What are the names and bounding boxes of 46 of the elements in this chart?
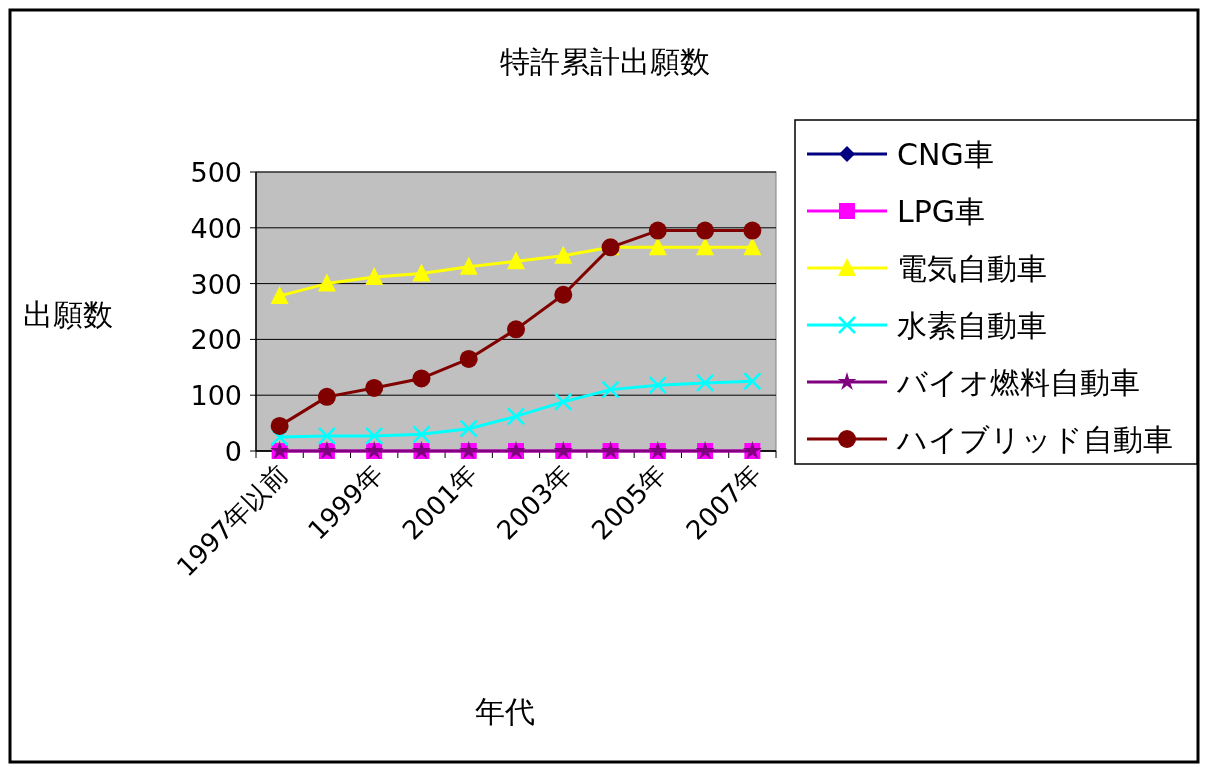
y-tick-label: 0 <box>224 436 242 467</box>
point <box>412 263 431 282</box>
point <box>743 372 762 391</box>
chart-title: 特許累計出願数 <box>500 44 710 79</box>
y-tick-label: 400 <box>190 212 242 244</box>
point <box>270 416 289 435</box>
point <box>412 369 431 388</box>
point <box>507 320 525 339</box>
legend-label: 水素自動車 <box>897 308 1047 343</box>
point <box>743 237 762 256</box>
point <box>459 256 478 275</box>
point <box>317 273 336 292</box>
point <box>554 285 573 304</box>
point <box>365 266 384 285</box>
legend-label: CNG車 <box>897 137 994 172</box>
point <box>696 221 715 240</box>
y-tick-label: 500 <box>190 157 242 188</box>
point <box>364 426 384 446</box>
legend-label: バイオ燃料自動車 <box>896 365 1140 400</box>
point <box>507 251 525 270</box>
point <box>270 427 289 447</box>
point <box>270 285 289 304</box>
point <box>412 425 431 444</box>
point <box>506 407 526 426</box>
point <box>317 426 337 446</box>
point <box>695 373 715 393</box>
point <box>648 221 667 240</box>
point <box>554 392 573 412</box>
point <box>459 349 478 368</box>
x-axis-title: 年代 <box>475 694 535 729</box>
point <box>459 419 478 438</box>
point <box>648 237 667 256</box>
y-tick-label: 100 <box>190 380 242 412</box>
y-tick-label: 300 <box>190 268 242 300</box>
point <box>743 221 762 240</box>
legend-label: ハイブリッド自動車 <box>896 422 1173 457</box>
y-tick-label: 200 <box>190 324 242 356</box>
point <box>696 237 715 256</box>
point <box>365 378 384 397</box>
point <box>554 245 573 264</box>
legend-label: LPG車 <box>897 194 986 229</box>
point <box>648 375 668 395</box>
legend-label: 電気自動車 <box>897 251 1047 286</box>
point <box>601 380 620 399</box>
point <box>317 387 336 406</box>
y-axis-title: 出願数 <box>23 297 113 332</box>
